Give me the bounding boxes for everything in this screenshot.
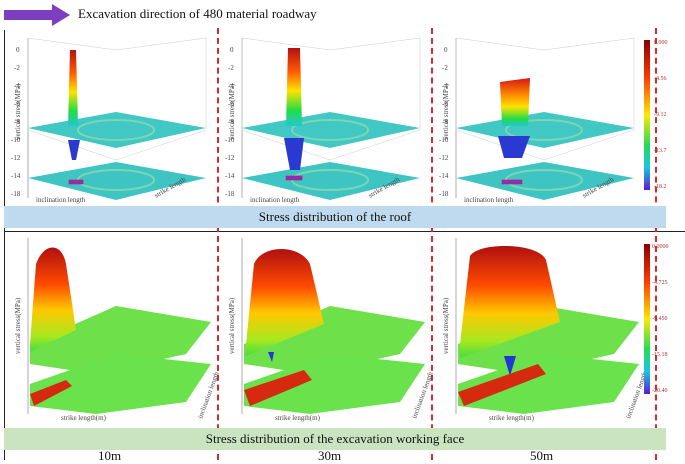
roof-cb-tick-4: -18.2 <box>654 184 667 190</box>
face-cb-tick-0: 0.0000 <box>652 244 669 250</box>
roof-stress-panel-50m: 0 -2 -4 -6 -8 -10 -12 -14 -18 vertical stress(… <box>439 37 668 204</box>
svg-text:-8: -8 <box>228 118 234 126</box>
svg-text:-14: -14 <box>225 172 235 180</box>
frame-left-border <box>4 30 5 460</box>
roof-zlabel-50m: vertical stress(MPa) <box>442 83 450 140</box>
svg-text:0: 0 <box>230 46 234 54</box>
face-zlabel-30m: vertical stress(MPa) <box>228 297 236 354</box>
svg-text:-12: -12 <box>439 154 449 162</box>
face-stress-banner: Stress distribution of the excavation wo… <box>4 428 666 450</box>
svg-text:-14: -14 <box>439 172 449 180</box>
column-divider-2 <box>431 28 433 460</box>
svg-text:-10: -10 <box>439 136 449 144</box>
roof-stress-banner: Stress distribution of the roof <box>4 206 666 228</box>
roof-xlabel-10m: inclination length <box>36 196 86 204</box>
svg-text:-14: -14 <box>11 172 21 180</box>
face-colorbar <box>644 244 650 394</box>
roof-xlabel-50m: inclination length <box>464 196 514 204</box>
svg-text:-12: -12 <box>11 154 21 162</box>
face-cb-tick-1: -4.725 <box>652 280 668 286</box>
face-cb-tick-4: -20.40 <box>652 388 668 394</box>
face-cb-tick-3: -15.18 <box>652 352 668 358</box>
svg-text:-4: -4 <box>442 82 448 90</box>
roof-zlabel-10m: vertical stress(MPa) <box>14 83 22 140</box>
svg-text:-4: -4 <box>228 82 234 90</box>
svg-text:-8: -8 <box>14 118 20 126</box>
svg-text:-18: -18 <box>225 190 235 198</box>
face-xlabel-10m: strike length(m) <box>61 414 107 422</box>
column-divider-3 <box>655 28 657 460</box>
svg-text:-2: -2 <box>14 64 20 72</box>
svg-text:-8: -8 <box>442 118 448 126</box>
roof-cb-tick-0: 0.000 <box>654 40 668 46</box>
face-stress-panel-30m: vertical stress(MPa) strike length(m) in… <box>228 238 435 422</box>
svg-text:-12: -12 <box>225 154 235 162</box>
svg-text:-18: -18 <box>439 190 449 198</box>
svg-text:-4: -4 <box>14 82 20 90</box>
roof-stress-panel-10m: 0 -2 -4 -6 -8 -10 -12 -14 -18 vertical stress(… <box>11 37 207 204</box>
roof-colorbar <box>644 40 650 190</box>
face-cb-tick-2: -9.450 <box>652 316 668 322</box>
face-xlabel-50m: strike length(m) <box>489 414 535 422</box>
roof-xlabel-30m: inclination length <box>250 196 300 204</box>
svg-text:-18: -18 <box>11 190 21 198</box>
roof-zlabel-30m: vertical stress(MPa) <box>228 83 236 140</box>
svg-text:-10: -10 <box>11 136 21 144</box>
column-divider-1 <box>217 28 219 460</box>
face-stress-panel-50m: vertical stress(MPa) strike length(m) in… <box>442 238 669 422</box>
svg-text:-10: -10 <box>225 136 235 144</box>
column-label-10m: 10m <box>98 448 122 463</box>
svg-text:-6: -6 <box>14 100 20 108</box>
roof-cb-tick-3: -13.7 <box>654 148 667 154</box>
svg-text:-2: -2 <box>442 64 448 72</box>
excavation-direction-label: Excavation direction of 480 material roa… <box>78 6 317 21</box>
svg-text:0: 0 <box>444 46 448 54</box>
face-stress-panel-10m: vertical stress(MPa) strike length(m) in… <box>14 238 221 422</box>
roof-stress-panel-30m: 0 -2 -4 -6 -8 -10 -12 -14 -18 vertical stress(… <box>225 37 421 204</box>
face-zlabel-10m: vertical stress(MPa) <box>14 297 22 354</box>
face-xlabel-30m: strike length(m) <box>275 414 321 422</box>
column-label-50m: 50m <box>530 448 554 463</box>
roof-cb-tick-1: -4.56 <box>654 76 667 82</box>
face-zlabel-50m: vertical stress(MPa) <box>442 297 450 354</box>
svg-text:0: 0 <box>16 46 20 54</box>
svg-text:-2: -2 <box>228 64 234 72</box>
svg-text:-6: -6 <box>442 100 448 108</box>
column-label-30m: 30m <box>318 448 342 463</box>
svg-text:-6: -6 <box>228 100 234 108</box>
roof-cb-tick-2: -9.12 <box>654 112 667 118</box>
frame-row-divider <box>4 231 685 232</box>
excavation-direction-arrow <box>2 4 72 26</box>
